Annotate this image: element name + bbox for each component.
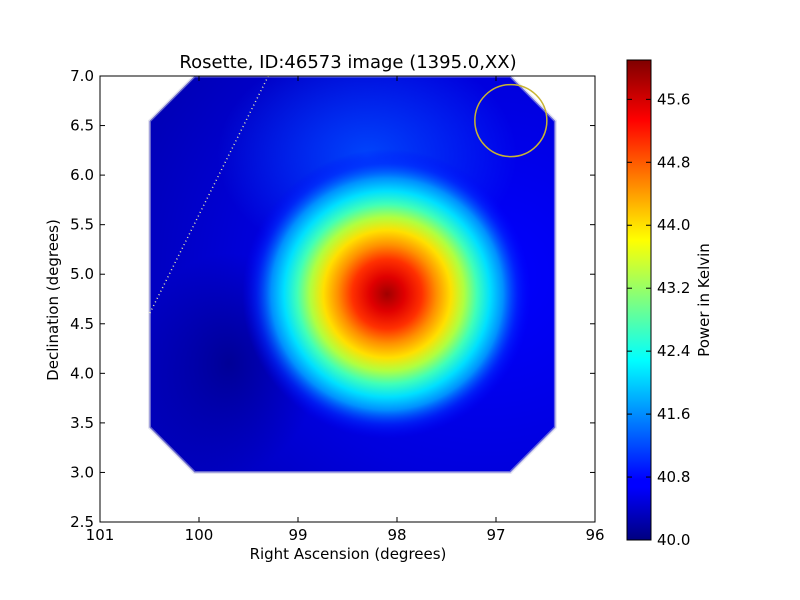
plot-frame: [99, 75, 596, 523]
colorbar-tick-label: 44.0: [657, 216, 690, 234]
x-tick-label: 101: [86, 526, 115, 544]
field-of-view-edge: [148, 76, 557, 474]
plot-area: [99, 75, 596, 523]
colorbar-tick-label: 40.0: [657, 531, 690, 549]
beam-circle: [474, 83, 548, 158]
colorbar: 40.0 40.8 41.6 42.4 43.2 44.0 44.8 45.6 Power i…: [626, 59, 713, 549]
y-tick-label: 3.0: [70, 463, 94, 481]
colorbar-tick-label: 41.6: [657, 405, 690, 423]
colorbar-tick-label: 42.4: [657, 342, 690, 360]
x-tick-label: 97: [486, 526, 505, 544]
x-axis-label: Right Ascension (degrees): [250, 545, 447, 563]
y-tick-label: 4.5: [70, 315, 94, 333]
colorbar-label: Power in Kelvin: [695, 243, 713, 357]
colorbar-gradient: [626, 59, 652, 541]
galactic-plane-line: [148, 76, 269, 315]
heatmap-field: [149, 76, 556, 473]
x-tick-label: 96: [585, 526, 604, 544]
y-tick-label: 2.5: [70, 513, 94, 531]
colorbar-ticks: 40.0 40.8 41.6 42.4 43.2 44.0 44.8 45.6: [627, 90, 690, 549]
colorbar-tick-label: 40.8: [657, 468, 690, 486]
y-tick-label: 6.5: [70, 117, 94, 135]
x-tick-label: 98: [387, 526, 406, 544]
x-tick-label: 99: [288, 526, 307, 544]
y-tick-label: 6.0: [70, 166, 94, 184]
colorbar-tick-label: 45.6: [657, 90, 690, 108]
y-axis-label: Declination (degrees): [44, 219, 62, 381]
emission-peak: [242, 149, 533, 440]
x-axis: 101 100 99 98 97 96: [86, 76, 605, 544]
y-axis: 2.5 3.0 3.5 4.0 4.5 5.0 5.5 6.0 6.5 7.0: [70, 67, 595, 531]
y-tick-label: 5.5: [70, 216, 94, 234]
colorbar-tick-label: 43.2: [657, 279, 690, 297]
y-tick-label: 7.0: [70, 67, 94, 85]
colorbar-tick-label: 44.8: [657, 153, 690, 171]
chart-title: Rosette, ID:46573 image (1395.0,XX): [179, 52, 516, 73]
y-tick-label: 3.5: [70, 414, 94, 432]
y-tick-label: 4.0: [70, 364, 94, 382]
y-tick-label: 5.0: [70, 265, 94, 283]
x-tick-label: 100: [185, 526, 214, 544]
